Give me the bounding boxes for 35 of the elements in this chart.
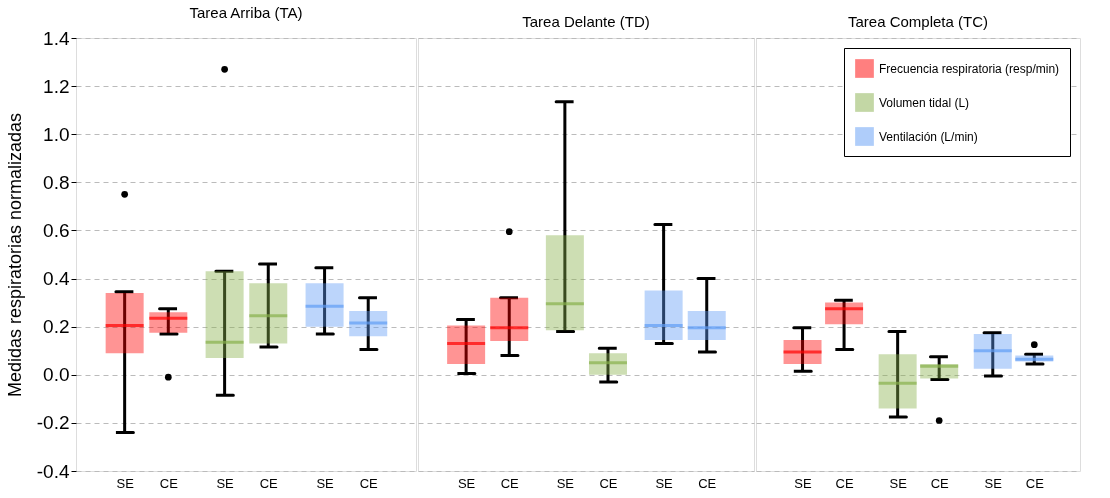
x-tick-label: CE bbox=[359, 475, 379, 491]
chart-title: Tarea Arriba (TA) bbox=[189, 4, 303, 21]
x-tick-label: CE bbox=[259, 475, 279, 491]
legend-label: Ventilación (L/min) bbox=[879, 129, 978, 144]
y-tick-label: 0.6 bbox=[43, 219, 70, 241]
y-axis-title: Medidas respiratorias normalizadas bbox=[4, 112, 25, 398]
x-tick-label: SE bbox=[216, 475, 235, 491]
chart-title: Tarea Completa (TC) bbox=[847, 13, 989, 30]
y-tick-label: -0.4 bbox=[36, 460, 70, 482]
x-tick-label: CE bbox=[500, 475, 520, 491]
x-tick-label: SE bbox=[116, 475, 135, 491]
x-tick-label: SE bbox=[316, 475, 335, 491]
legend-label: Frecuencia respiratoria (resp/min) bbox=[879, 61, 1060, 76]
y-tick-label: 1.4 bbox=[43, 27, 70, 49]
x-tick-label: CE bbox=[930, 475, 950, 491]
x-tick-label: SE bbox=[556, 475, 575, 491]
y-tick-label: 0.0 bbox=[43, 364, 70, 386]
y-tick-label: 0.8 bbox=[43, 171, 70, 193]
x-tick-label: SE bbox=[655, 475, 674, 491]
y-tick-label: 1.0 bbox=[43, 123, 70, 145]
x-tick-label: CE bbox=[1025, 475, 1045, 491]
x-tick-label: CE bbox=[159, 475, 179, 491]
y-tick-label: 1.2 bbox=[43, 75, 70, 97]
x-tick-label: SE bbox=[457, 475, 476, 491]
x-tick-label: SE bbox=[984, 475, 1003, 491]
x-tick-label: CE bbox=[698, 475, 717, 491]
x-tick-label: CE bbox=[599, 475, 618, 491]
x-tick-label: SE bbox=[889, 475, 908, 491]
x-tick-label: CE bbox=[835, 475, 854, 491]
x-tick-label: SE bbox=[794, 475, 813, 491]
chart-title: Tarea Delante (TD) bbox=[522, 13, 650, 30]
y-tick-label: 0.2 bbox=[43, 316, 70, 338]
y-tick-label: 0.4 bbox=[43, 268, 70, 290]
legend-label: Volumen tidal (L) bbox=[879, 95, 970, 110]
y-tick-label: -0.2 bbox=[36, 412, 70, 434]
